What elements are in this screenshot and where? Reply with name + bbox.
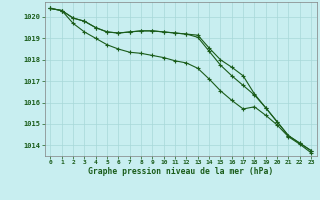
X-axis label: Graphe pression niveau de la mer (hPa): Graphe pression niveau de la mer (hPa) <box>88 167 273 176</box>
